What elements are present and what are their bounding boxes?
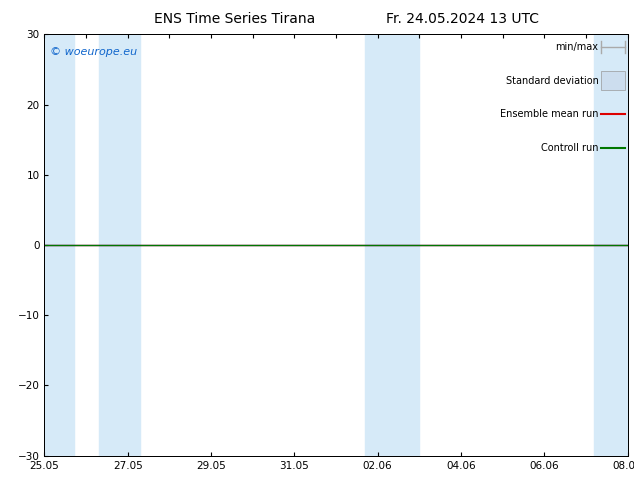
Bar	[98, 34, 140, 456]
Bar	[44, 34, 74, 456]
Bar	[602, 71, 624, 90]
Text: © woeurope.eu: © woeurope.eu	[50, 47, 138, 57]
Text: ENS Time Series Tirana: ENS Time Series Tirana	[154, 12, 315, 26]
Text: Ensemble mean run: Ensemble mean run	[500, 109, 598, 120]
Text: min/max: min/max	[555, 42, 598, 52]
Text: Controll run: Controll run	[541, 143, 598, 153]
Text: Fr. 24.05.2024 13 UTC: Fr. 24.05.2024 13 UTC	[386, 12, 540, 26]
Text: Standard deviation: Standard deviation	[506, 75, 598, 86]
Bar	[594, 34, 628, 456]
Bar	[365, 34, 419, 456]
